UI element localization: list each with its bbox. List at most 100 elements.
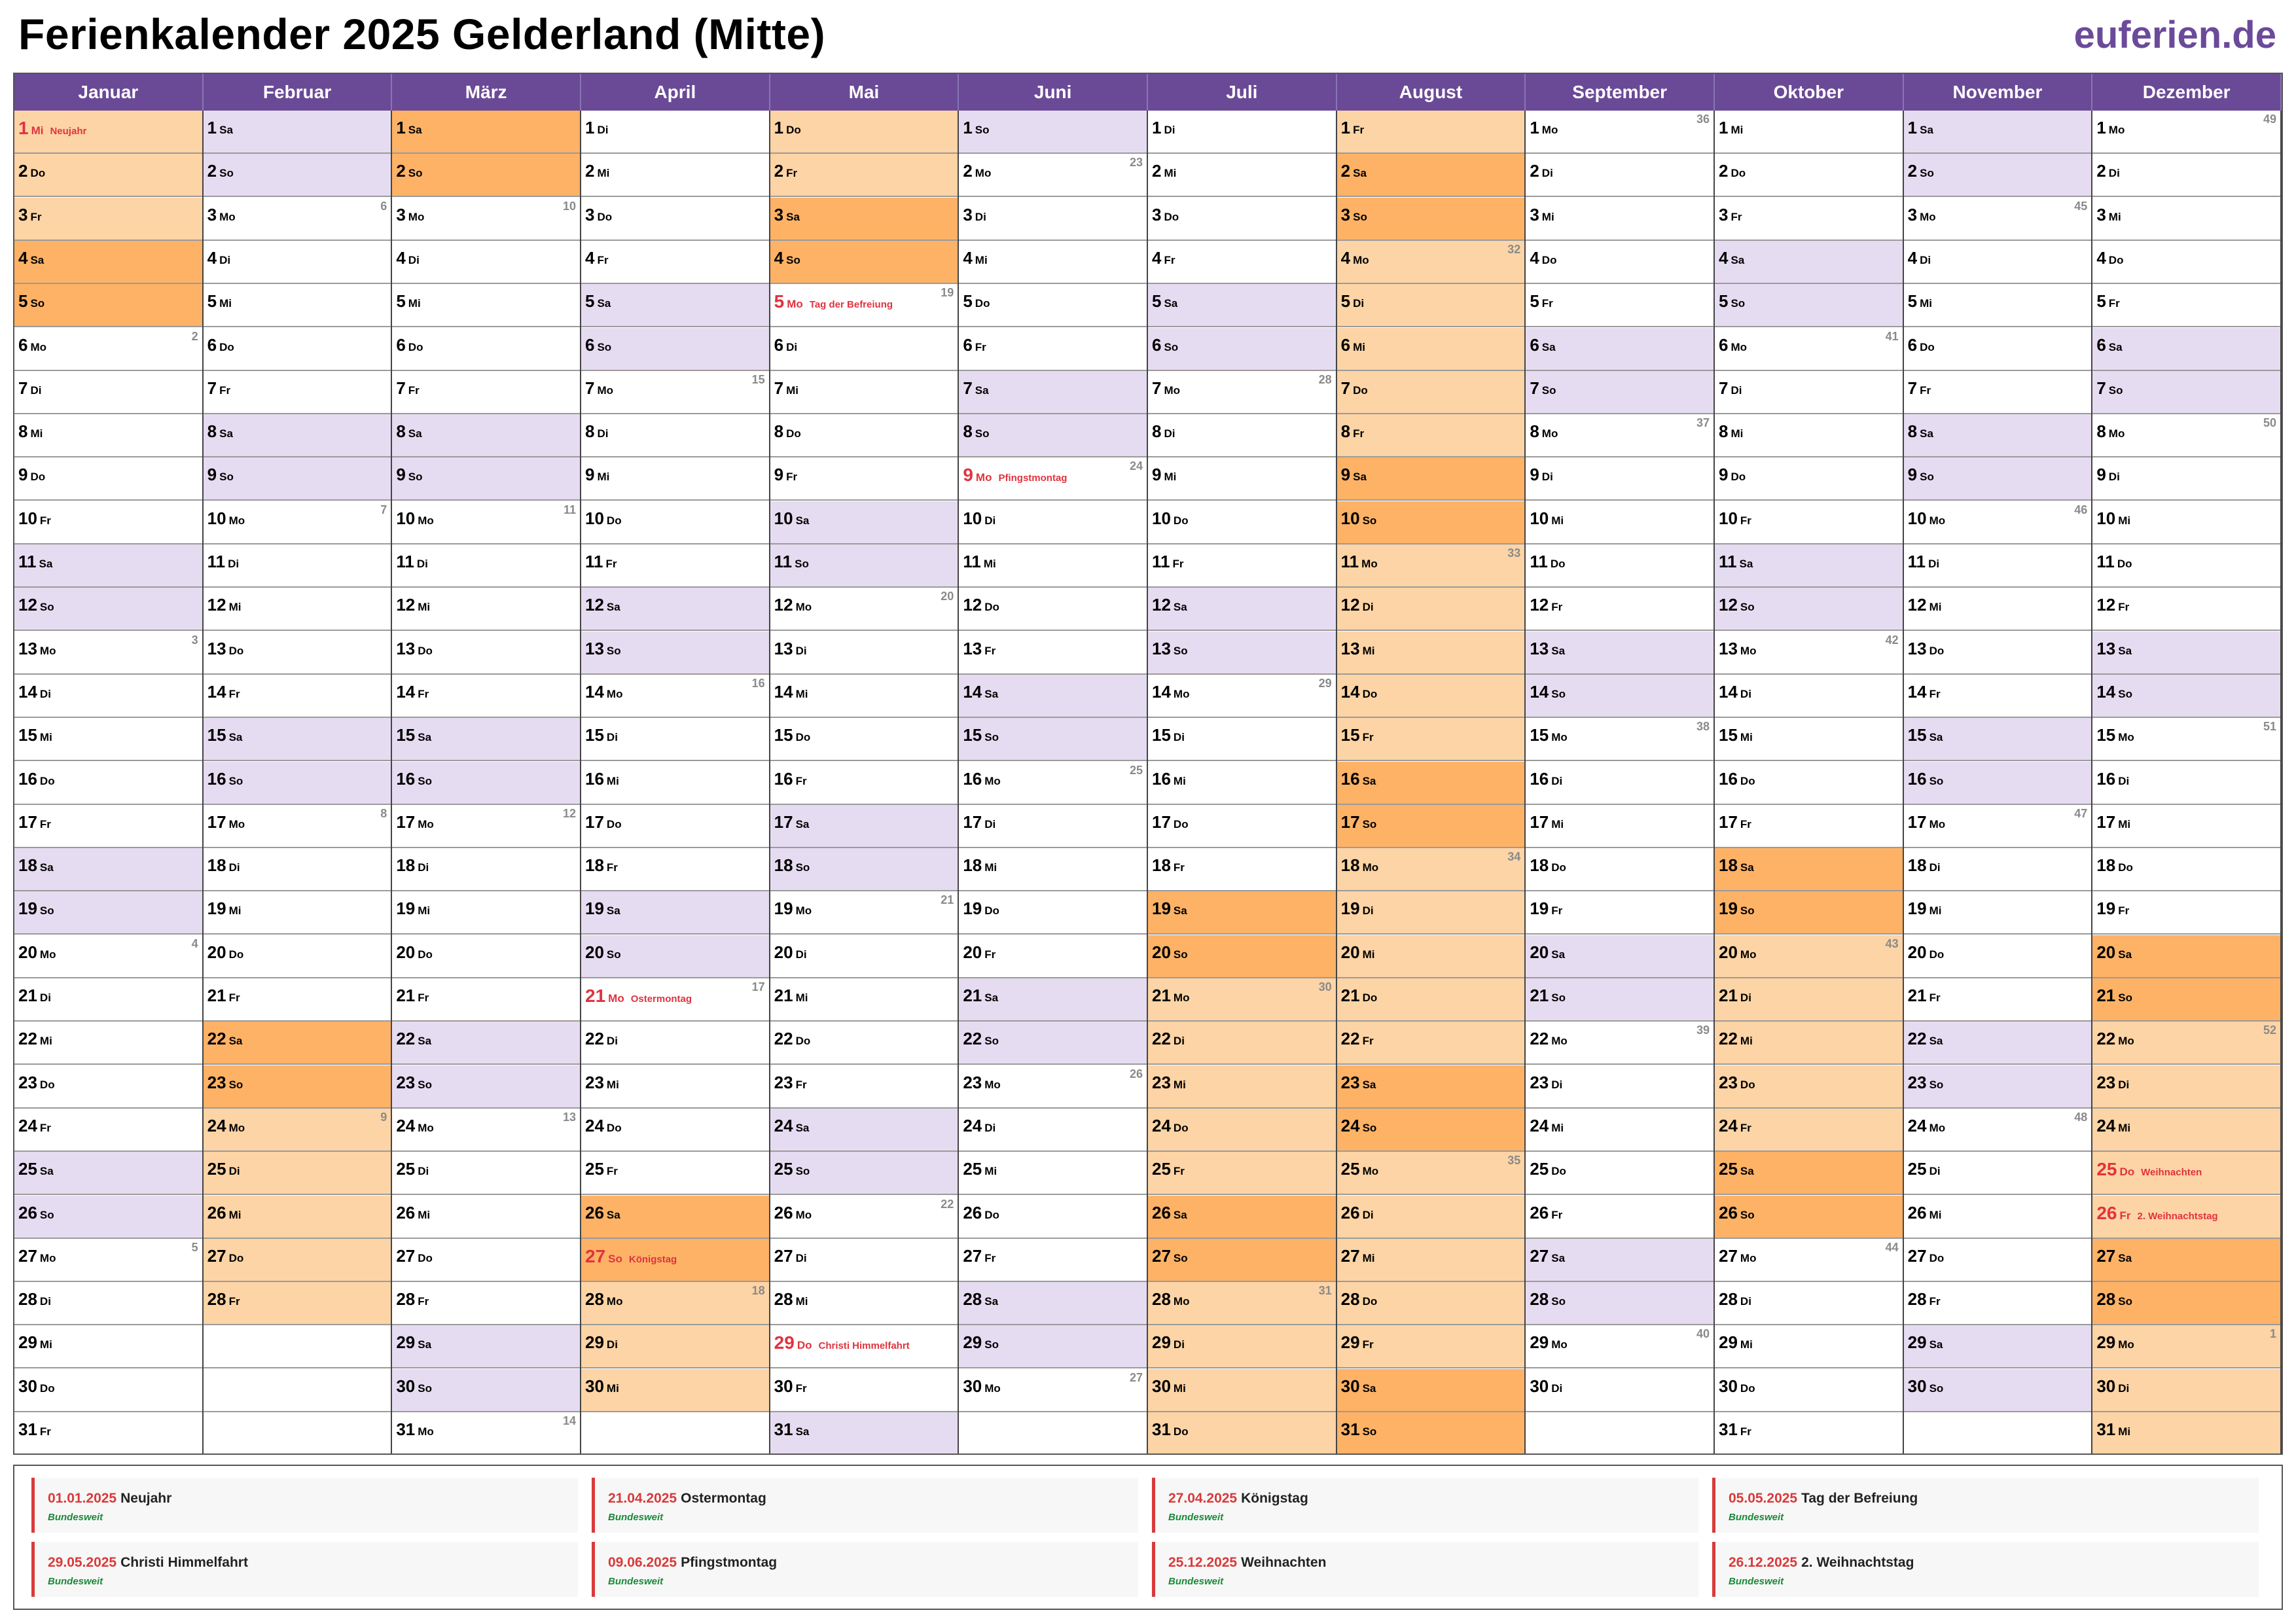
day-cell[interactable]: 15 Di: [1148, 718, 1336, 762]
day-cell[interactable]: 26 Di: [1336, 1195, 1525, 1239]
day-cell[interactable]: 18 Sa: [1715, 848, 1903, 892]
day-cell[interactable]: 13 Sa: [2092, 631, 2280, 675]
day-cell[interactable]: 17 So: [1336, 804, 1525, 848]
day-cell[interactable]: 16 Mi: [1148, 762, 1336, 805]
day-cell[interactable]: 21 Mi: [770, 978, 958, 1022]
day-cell[interactable]: 10 Sa: [770, 501, 958, 544]
day-cell[interactable]: 16 Sa: [1336, 761, 1525, 805]
day-cell[interactable]: 10 Do: [1148, 501, 1336, 544]
day-cell[interactable]: 16 Fr: [770, 762, 958, 805]
day-cell[interactable]: 20 Fr: [959, 935, 1147, 978]
day-cell[interactable]: 27 Sa: [1526, 1238, 1713, 1282]
day-cell[interactable]: 19 Fr: [2092, 891, 2280, 935]
day-cell[interactable]: 4 Do: [1526, 241, 1713, 284]
day-cell[interactable]: 5 Sa: [581, 284, 769, 328]
day-cell[interactable]: 12 Sa: [1148, 588, 1336, 632]
day-cell[interactable]: 16 So: [203, 761, 391, 805]
day-cell[interactable]: 30 Do: [14, 1369, 202, 1412]
day-cell[interactable]: 29 Fr: [1336, 1325, 1525, 1369]
public-holiday-cell[interactable]: 21 Mo Ostermontag 17: [581, 978, 769, 1022]
day-cell[interactable]: 13 Mo 3: [14, 632, 202, 675]
day-cell[interactable]: 20 Do: [203, 935, 391, 978]
day-cell[interactable]: 21 Fr: [1903, 978, 2092, 1022]
day-cell[interactable]: 15 Mi: [14, 718, 202, 762]
day-cell[interactable]: 28 Di: [1715, 1282, 1903, 1326]
day-cell[interactable]: 29 Mi: [14, 1325, 202, 1369]
day-cell[interactable]: 9 Do: [1715, 457, 1903, 501]
day-cell[interactable]: 11 Sa: [1715, 544, 1903, 588]
day-cell[interactable]: 8 Mo 37: [1526, 414, 1713, 458]
day-cell[interactable]: 26 Mi: [1903, 1196, 2092, 1239]
day-cell[interactable]: 24 So: [1336, 1108, 1525, 1152]
day-cell[interactable]: 21 Fr: [392, 978, 580, 1022]
day-cell[interactable]: 2 So: [203, 154, 391, 198]
day-cell[interactable]: 18 Di: [1903, 848, 2092, 892]
day-cell[interactable]: 22 Mo 39: [1526, 1022, 1713, 1065]
day-cell[interactable]: 12 Sa: [581, 588, 769, 632]
day-cell[interactable]: 4 Sa: [14, 240, 202, 284]
day-cell[interactable]: 5 Mi: [203, 284, 391, 328]
day-cell[interactable]: 4 Do: [2092, 241, 2280, 284]
day-cell[interactable]: 17 Do: [581, 805, 769, 848]
day-cell[interactable]: 14 Mi: [770, 675, 958, 718]
day-cell[interactable]: 28 Fr: [203, 1282, 391, 1326]
day-cell[interactable]: 18 Di: [203, 848, 391, 892]
day-cell[interactable]: 7 Mo 28: [1148, 371, 1336, 414]
day-cell[interactable]: 8 So: [959, 414, 1147, 458]
day-cell[interactable]: 29 Mo 40: [1526, 1325, 1713, 1369]
day-cell[interactable]: 1 Sa: [392, 111, 580, 154]
day-cell[interactable]: 6 So: [1148, 327, 1336, 371]
day-cell[interactable]: 7 Fr: [203, 371, 391, 414]
day-cell[interactable]: 7 Mi: [770, 371, 958, 414]
day-cell[interactable]: 20 Do: [392, 935, 580, 978]
day-cell[interactable]: 28 Mi: [770, 1282, 958, 1326]
day-cell[interactable]: 14 Di: [14, 675, 202, 718]
day-cell[interactable]: 28 So: [2092, 1282, 2280, 1326]
day-cell[interactable]: 4 So: [770, 240, 958, 284]
day-cell[interactable]: 24 Mo 13: [392, 1109, 580, 1152]
day-cell[interactable]: 13 So: [1148, 631, 1336, 675]
day-cell[interactable]: 27 Mo 5: [14, 1239, 202, 1282]
day-cell[interactable]: 5 Mi: [1903, 284, 2092, 328]
day-cell[interactable]: 27 Do: [203, 1238, 391, 1282]
day-cell[interactable]: 2 Di: [1526, 154, 1713, 198]
day-cell[interactable]: 10 Do: [581, 501, 769, 544]
day-cell[interactable]: 2 Do: [14, 154, 202, 198]
day-cell[interactable]: 11 Sa: [14, 544, 202, 588]
day-cell[interactable]: 17 Fr: [14, 805, 202, 848]
day-cell[interactable]: 25 Do: [1526, 1152, 1713, 1196]
day-cell[interactable]: 19 Mi: [1903, 891, 2092, 935]
day-cell[interactable]: 21 So: [1526, 978, 1713, 1022]
day-cell[interactable]: 31 Sa: [770, 1412, 958, 1454]
day-cell[interactable]: 20 Do: [1903, 935, 2092, 978]
day-cell[interactable]: 12 Mo 20: [770, 588, 958, 632]
day-cell[interactable]: 10 So: [1336, 501, 1525, 544]
day-cell[interactable]: 3 So: [1336, 197, 1525, 241]
day-cell[interactable]: 2 Di: [2092, 154, 2280, 198]
day-cell[interactable]: 14 Fr: [392, 675, 580, 718]
day-cell[interactable]: 22 Sa: [392, 1022, 580, 1065]
day-cell[interactable]: 11 Do: [2092, 544, 2280, 588]
day-cell[interactable]: 6 Mo 41: [1715, 328, 1903, 371]
day-cell[interactable]: 26 So: [14, 1195, 202, 1239]
day-cell[interactable]: 25 Fr: [1148, 1152, 1336, 1196]
day-cell[interactable]: 20 So: [1148, 935, 1336, 978]
day-cell[interactable]: 23 So: [392, 1065, 580, 1109]
day-cell[interactable]: 6 Di: [770, 328, 958, 371]
day-cell[interactable]: 30 Fr: [770, 1369, 958, 1412]
day-cell[interactable]: 18 So: [770, 848, 958, 892]
day-cell[interactable]: 12 Mi: [392, 588, 580, 632]
day-cell[interactable]: 28 Fr: [1903, 1282, 2092, 1326]
day-cell[interactable]: 25 Di: [392, 1152, 580, 1196]
day-cell[interactable]: 22 Fr: [1336, 1022, 1525, 1065]
day-cell[interactable]: 23 So: [203, 1065, 391, 1109]
day-cell[interactable]: 29 Di: [1148, 1325, 1336, 1369]
day-cell[interactable]: 29 Mi: [1715, 1325, 1903, 1369]
day-cell[interactable]: 4 Mo 32: [1336, 240, 1525, 284]
day-cell[interactable]: 4 Di: [1903, 241, 2092, 284]
day-cell[interactable]: 18 Di: [392, 848, 580, 892]
day-cell[interactable]: 18 Sa: [14, 848, 202, 892]
day-cell[interactable]: 7 Do: [1336, 370, 1525, 414]
day-cell[interactable]: 7 Fr: [392, 371, 580, 414]
day-cell[interactable]: 27 Do: [392, 1239, 580, 1282]
